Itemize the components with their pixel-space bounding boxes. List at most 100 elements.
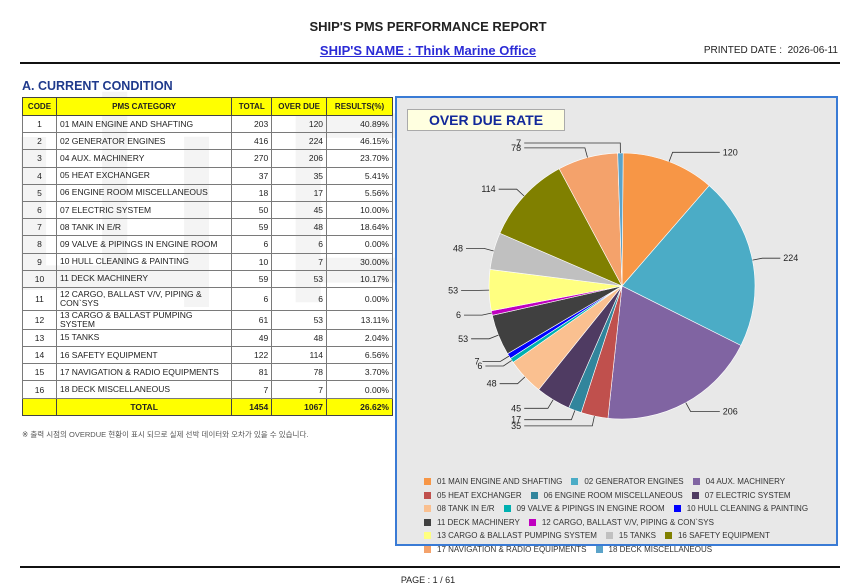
legend-label: 17 NAVIGATION & RADIO EQUIPMENTS [437,544,587,554]
cell-result: 10.00% [326,200,393,220]
legend-swatch [424,545,431,553]
cell-category: 11 DECK MACHINERY [55,269,233,288]
legend-swatch [424,505,431,512]
cell-overdue: 6 [271,235,328,254]
cell-code [22,397,57,416]
chart-legend: 01 MAIN ENGINE AND SHAFTING 02 GENERATOR … [424,475,834,556]
cell-result: 0.00% [326,380,393,399]
legend-label: 06 ENGINE ROOM MISCELLANEOUS [543,490,683,500]
cell-total: 18 [231,183,273,202]
pie-leader-line [524,147,588,158]
pie-leader-line [485,360,512,367]
legend-label: 09 VALVE & PIPINGS IN ENGINE ROOM [516,504,665,513]
legend-item: 08 TANK IN E/R [424,502,495,516]
legend-label: 08 TANK IN E/R [437,504,495,513]
cell-result: 5.56% [326,183,393,202]
legend-swatch [424,478,431,485]
cell-total: 270 [231,149,273,168]
legend-row: 05 HEAT EXCHANGER 06 ENGINE ROOM MISCELLA… [424,489,834,503]
pie-data-label: 78 [511,143,521,153]
legend-label: 01 MAIN ENGINE AND SHAFTING [437,477,563,486]
cell-overdue: 78 [271,363,328,382]
pie-slice [621,185,756,346]
table-row: 6 07 ELECTRIC SYSTEM 50 45 10.00% [22,200,393,220]
col-header-overdue: OVER DUE [271,97,328,116]
table-row: 16 18 DECK MISCELLANEOUS 7 7 0.00% [22,380,393,399]
pie-leader-line [685,402,720,412]
cell-total: 81 [231,363,273,382]
header-divider [20,62,840,64]
legend-swatch [528,518,536,526]
table-row: 15 17 NAVIGATION & RADIO EQUIPMENTS 81 78 3.… [22,363,393,382]
pie-leader-line [668,151,720,162]
legend-label: 05 HEAT EXCHANGER [437,490,522,500]
cell-code: 8 [22,235,57,254]
cell-code: 14 [22,346,57,365]
cell-total: 1454 [231,397,273,416]
cell-overdue: 48 [271,328,328,348]
cell-total: 37 [231,166,273,185]
cell-category: 15 TANKS [55,328,233,348]
cell-total: 7 [231,380,273,399]
ship-name-link[interactable]: SHIP'S NAME : Think Marine Office [319,43,537,58]
chart-title: OVER DUE RATE [407,109,565,131]
disclaimer-note: ※ 출력 시점의 OVERDUE 현황이 표시 되므로 실제 선박 데이터와 오… [22,430,309,439]
pie-data-label: 114 [481,184,495,194]
cell-result: 18.64% [326,218,393,237]
cell-result: 0.00% [326,286,393,311]
legend-item: 15 TANKS [605,529,656,543]
cell-code: 12 [22,309,57,330]
cell-total: 49 [231,328,273,348]
cell-total: 6 [231,235,273,254]
cell-result: 2.04% [326,328,393,348]
cell-category: 05 HEAT EXCHANGER [55,166,233,185]
pie-leader-line [752,257,781,261]
legend-item: 05 HEAT EXCHANGER [424,489,522,503]
pie-data-label: 206 [723,407,738,417]
cell-total: 122 [231,346,273,365]
legend-row: 08 TANK IN E/R 09 VALVE & PIPINGS IN ENGI… [424,502,834,516]
table-row: 3 04 AUX. MACHINERY 270 206 23.70% [22,149,393,168]
cell-overdue: 224 [271,132,328,151]
cell-code: 15 [22,363,57,382]
cell-code: 3 [22,149,57,168]
pie-leader-line [466,247,494,252]
legend-swatch [691,491,699,499]
legend-swatch [692,478,700,485]
cell-result: 0.00% [326,235,393,254]
table-header-row: CODE PMS CATEGORY TOTAL OVER DUE RESULTS… [22,97,393,116]
cell-overdue: 206 [271,149,328,168]
cell-overdue: 35 [271,166,328,185]
legend-swatch [424,532,431,539]
cell-category: 08 TANK IN E/R [55,218,233,237]
table-row: 10 11 DECK MACHINERY 59 53 10.17% [22,269,393,288]
cell-category: 04 AUX. MACHINERY [55,149,233,168]
pie-slice [621,152,710,287]
cell-category: 18 DECK MISCELLANEOUS [55,380,233,399]
cell-result: 26.62% [326,397,393,416]
pie-data-label: 6 [456,310,461,320]
legend-swatch [605,532,613,539]
cell-category: 01 MAIN ENGINE AND SHAFTING [55,114,233,134]
pie-slice [607,285,742,420]
cell-overdue: 45 [271,200,328,220]
table-row: 1 01 MAIN ENGINE AND SHAFTING 203 120 40.89% [22,114,393,134]
cell-category: 16 SAFETY EQUIPMENT [55,346,233,365]
legend-swatch [571,478,579,485]
page-number: PAGE : 1 / 61 [400,575,456,585]
cell-total: 416 [231,132,273,151]
pie-data-label: 6 [477,361,482,371]
legend-label: 07 ELECTRIC SYSTEM [704,490,791,500]
pie-data-label: 224 [783,253,798,263]
cell-total-label: TOTAL [55,397,233,416]
pie-leader-line [524,410,576,421]
table-row: 5 06 ENGINE ROOM MISCELLANEOUS 18 17 5.56% [22,183,393,202]
cell-total: 6 [231,286,273,311]
table-row: 4 05 HEAT EXCHANGER 37 35 5.41% [22,166,393,185]
legend-label: 16 SAFETY EQUIPMENT [677,531,770,540]
cell-overdue: 48 [271,218,328,237]
table-total-row: TOTAL 1454 1067 26.62% [22,397,393,416]
report-title: SHIP'S PMS PERFORMANCE REPORT [309,19,547,34]
cell-code: 6 [22,200,57,220]
legend-swatch [664,532,672,539]
